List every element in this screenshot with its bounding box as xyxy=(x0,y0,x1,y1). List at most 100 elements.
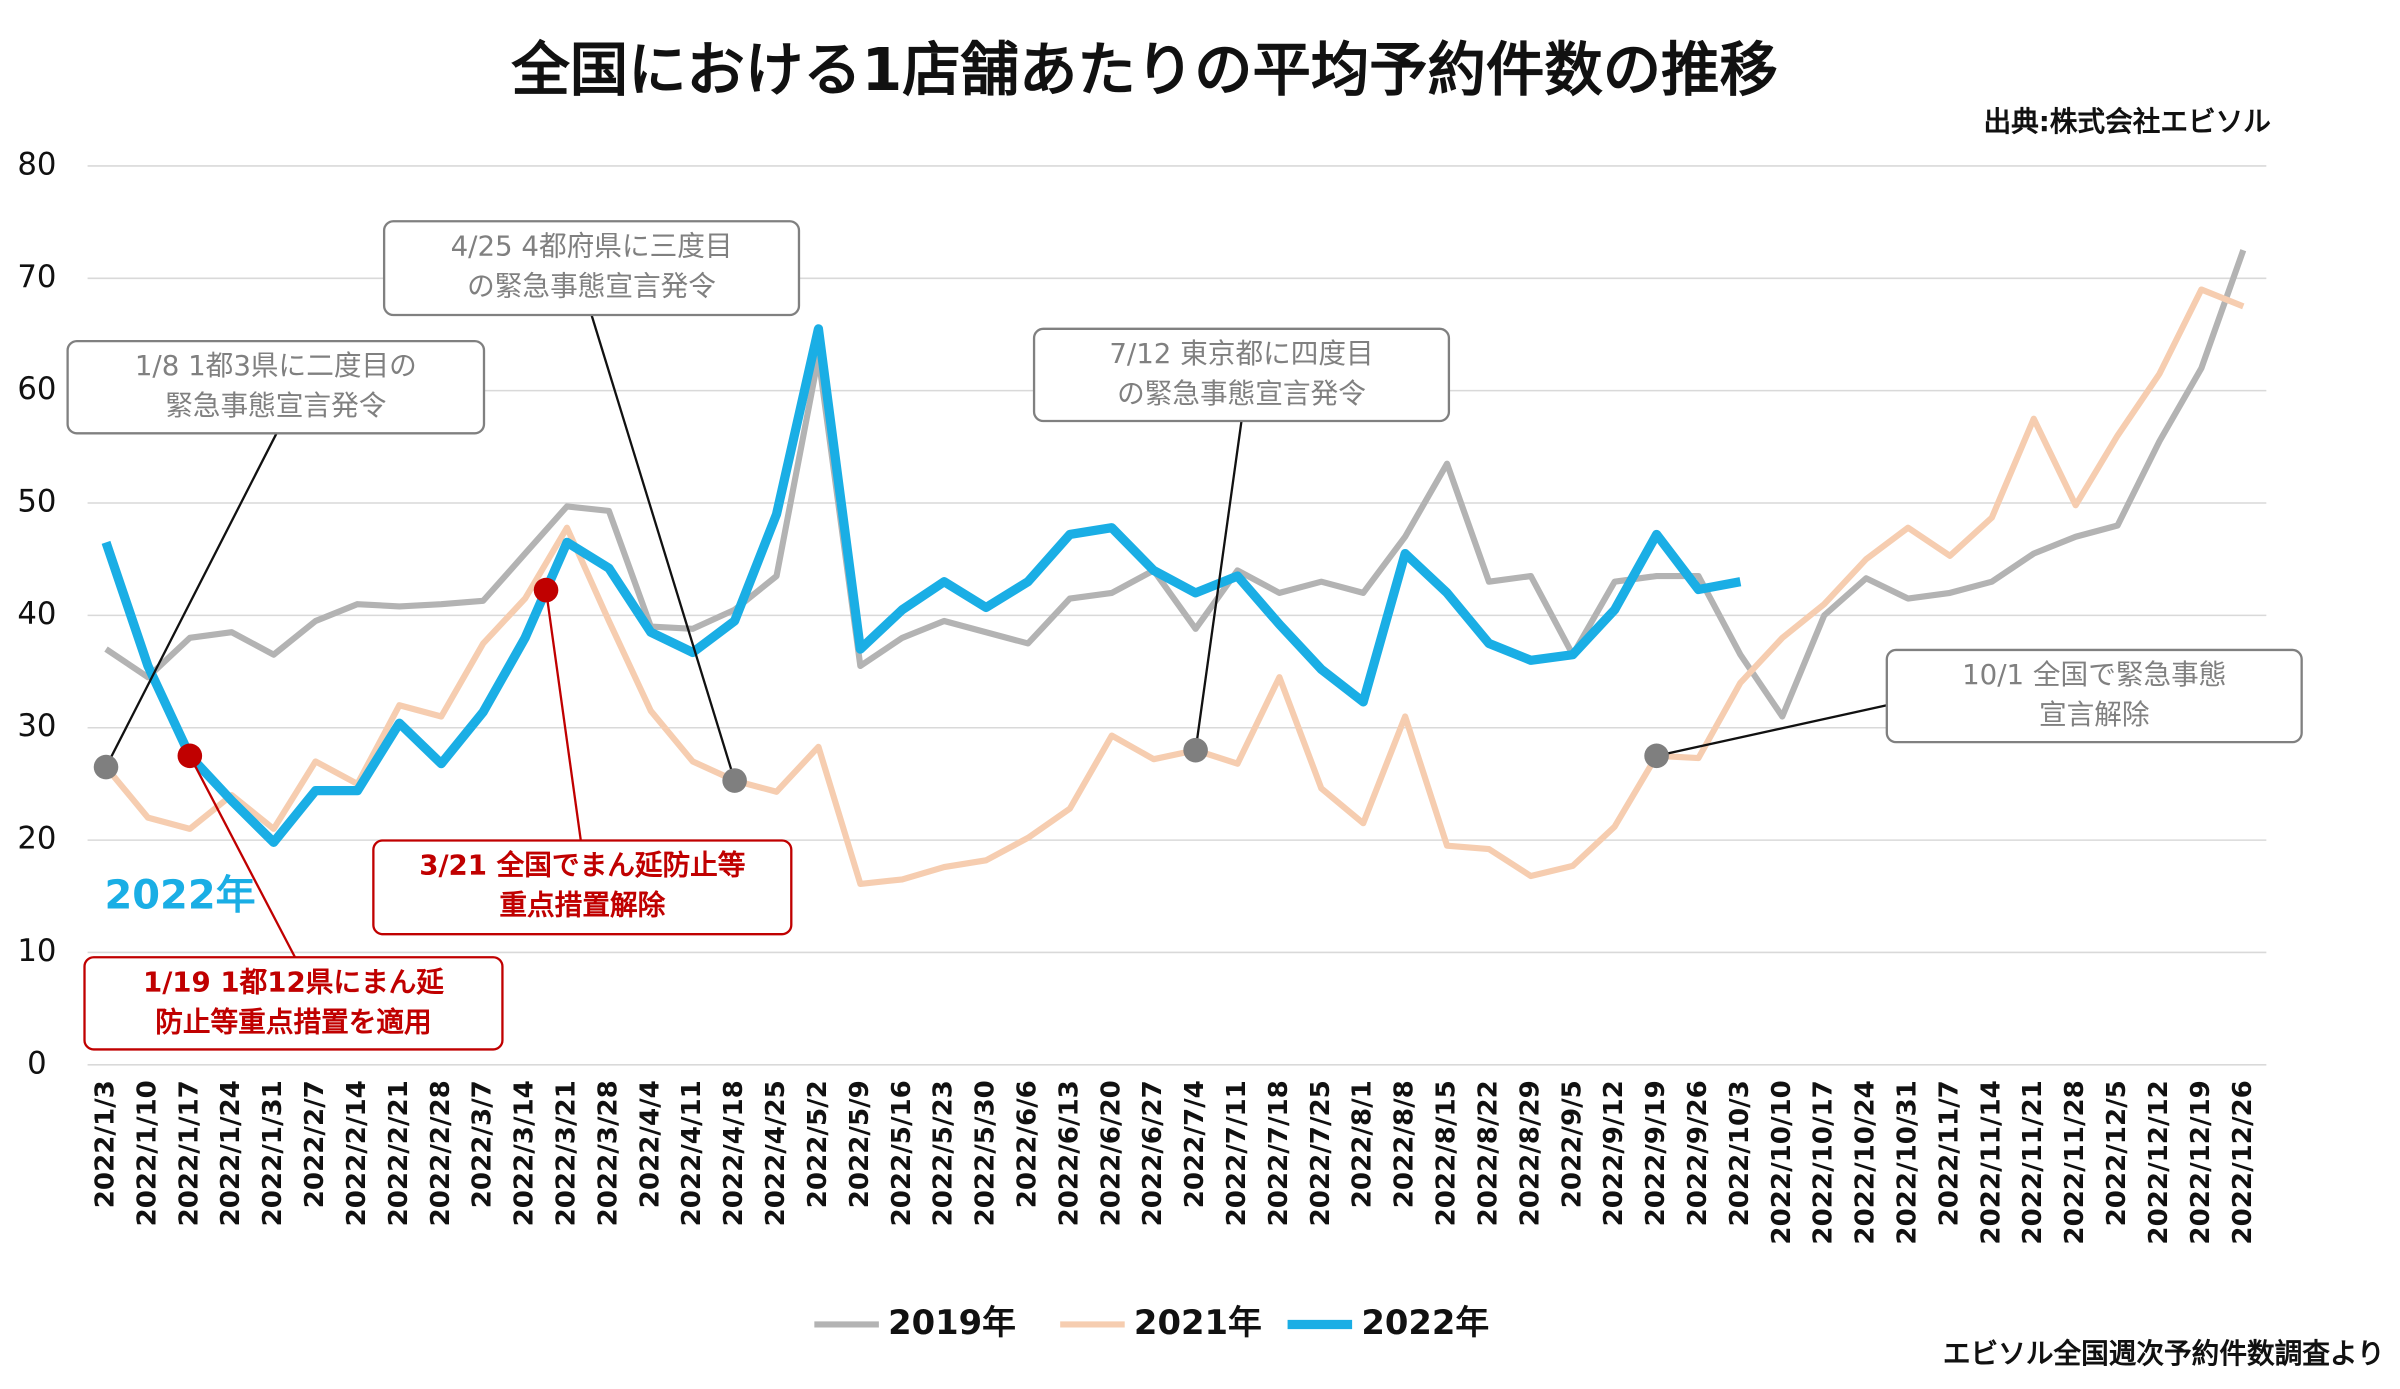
x-tick-label: 2022/3/21 xyxy=(551,1080,581,1226)
x-tick-label: 2022/11/7 xyxy=(1934,1080,1964,1226)
x-tick-label: 2022/9/26 xyxy=(1683,1080,1713,1226)
legend-label: 2022年 xyxy=(1361,1303,1489,1342)
callout-text: 3/21 全国でまん延防止等 xyxy=(419,849,745,882)
x-tick-label: 2022/1/31 xyxy=(258,1080,288,1226)
y-tick-label: 20 xyxy=(17,821,56,857)
x-tick-label: 2022/2/28 xyxy=(426,1080,456,1226)
event-dot xyxy=(1183,737,1208,763)
x-tick-label: 2022/3/7 xyxy=(468,1080,498,1208)
callout-box xyxy=(382,220,801,317)
event-dot xyxy=(177,743,203,769)
legend-label: 2019年 xyxy=(888,1303,1016,1342)
x-tick-label: 2022/11/14 xyxy=(1976,1080,2006,1244)
callout-box xyxy=(1032,327,1451,423)
callout-text: の緊急事態宣言発令 xyxy=(467,269,716,302)
x-tick-label: 2022/6/6 xyxy=(1012,1080,1042,1208)
callout-text: 10/1 全国で緊急事態 xyxy=(1962,658,2226,691)
callout-box xyxy=(83,956,504,1051)
callout-text: 1/8 1都3県に二度目の xyxy=(135,349,417,382)
x-tick-label: 2022/8/8 xyxy=(1390,1080,1420,1208)
x-tick-label: 2022/10/3 xyxy=(1725,1080,1755,1226)
x-tick-label: 2022/1/3 xyxy=(91,1080,121,1208)
x-tick-label: 2022/12/19 xyxy=(2186,1080,2216,1244)
x-tick-label: 2022/10/10 xyxy=(1767,1080,1797,1244)
x-tick-label: 2022/10/17 xyxy=(1809,1080,1839,1244)
x-tick-label: 2022/11/21 xyxy=(2018,1080,2048,1244)
callout-text: 防止等重点措置を適用 xyxy=(155,1005,431,1038)
callout-text: 4/25 4都府県に三度目 xyxy=(451,229,733,262)
series-line xyxy=(104,249,2247,720)
x-tick-label: 2022/5/2 xyxy=(803,1080,833,1208)
x-tick-label: 2022/6/20 xyxy=(1096,1080,1126,1226)
x-tick-label: 2022/6/13 xyxy=(1054,1080,1084,1226)
x-tick-label: 2022/10/31 xyxy=(1893,1080,1923,1244)
x-tick-label: 2022/2/21 xyxy=(384,1080,414,1226)
x-tick-label: 2022/12/12 xyxy=(2144,1080,2174,1244)
callout-text: 1/19 1都12県にまん延 xyxy=(143,965,444,998)
x-tick-label: 2022/5/16 xyxy=(887,1080,917,1226)
x-tick-label: 2022/11/28 xyxy=(2060,1080,2090,1244)
x-tick-label: 2022/9/5 xyxy=(1557,1080,1587,1208)
source: 出典:株式会社エビソル xyxy=(1983,105,2270,138)
x-tick-label: 2022/4/11 xyxy=(677,1080,707,1226)
callout-box xyxy=(1885,648,2303,744)
x-tick-label: 2022/8/22 xyxy=(1473,1080,1503,1226)
callout-box xyxy=(372,839,793,936)
y-tick-label: 30 xyxy=(17,708,56,744)
y-tick-label: 60 xyxy=(17,371,56,407)
event-dot xyxy=(722,768,747,793)
x-tick-label: 2022/8/29 xyxy=(1515,1080,1545,1226)
x-tick-label: 2022/6/27 xyxy=(1138,1080,1168,1226)
callout-text: 宣言解除 xyxy=(2039,698,2150,731)
x-tick-label: 2022/10/24 xyxy=(1851,1080,1881,1244)
y-tick-label: 10 xyxy=(17,933,56,969)
chart-title: 全国における1店舗あたりの平均予約件数の推移 xyxy=(510,36,1778,104)
x-tick-label: 2022/5/9 xyxy=(845,1080,875,1208)
y-tick-label: 70 xyxy=(17,259,56,295)
leader-line xyxy=(590,314,736,781)
leader-line xyxy=(188,755,297,958)
event-dot xyxy=(93,754,119,780)
x-tick-label: 2022/5/30 xyxy=(971,1080,1001,1226)
callout-text: 重点措置解除 xyxy=(499,889,665,922)
x-tick-label: 2022/4/25 xyxy=(761,1080,791,1226)
x-tick-label: 2022/3/28 xyxy=(593,1080,623,1226)
series-label: 2022年 xyxy=(104,872,255,918)
x-tick-label: 2022/1/17 xyxy=(174,1080,204,1226)
x-tick-label: 2022/2/7 xyxy=(300,1080,330,1208)
x-tick-label: 2022/8/15 xyxy=(1432,1080,1462,1226)
x-tick-label: 2022/2/14 xyxy=(342,1080,372,1226)
event-dot xyxy=(1644,743,1669,769)
x-tick-label: 2022/1/10 xyxy=(132,1080,162,1226)
y-tick-label: 40 xyxy=(17,596,56,632)
y-tick-label: 0 xyxy=(27,1045,47,1081)
leader-line xyxy=(1656,704,1888,757)
series-line xyxy=(103,286,2245,887)
x-tick-label: 2022/3/14 xyxy=(510,1080,540,1226)
x-tick-label: 2022/9/12 xyxy=(1599,1080,1629,1226)
footnote: エビソル全国週次予約件数調査より xyxy=(1943,1337,2385,1370)
x-tick-label: 2022/12/26 xyxy=(2228,1080,2258,1244)
y-tick-label: 80 xyxy=(17,146,56,182)
callout-text: 7/12 東京都に四度目 xyxy=(1109,337,1373,370)
x-tick-label: 2022/7/25 xyxy=(1306,1080,1336,1226)
x-tick-label: 2022/7/11 xyxy=(1222,1080,1252,1226)
callout-text: 緊急事態宣言発令 xyxy=(165,389,386,422)
x-tick-label: 2022/8/1 xyxy=(1348,1080,1378,1208)
leader-line xyxy=(1194,420,1243,751)
callout-box xyxy=(66,339,486,435)
leader-line xyxy=(104,432,278,768)
x-tick-label: 2022/5/23 xyxy=(929,1080,959,1226)
x-tick-label: 2022/12/5 xyxy=(2102,1080,2132,1226)
y-tick-label: 50 xyxy=(17,484,56,520)
x-tick-label: 2022/4/4 xyxy=(635,1080,665,1208)
x-tick-label: 2022/1/24 xyxy=(216,1080,246,1226)
legend-label: 2021年 xyxy=(1134,1303,1262,1342)
leader-line xyxy=(544,589,582,841)
x-tick-label: 2022/7/18 xyxy=(1264,1080,1294,1226)
series-line xyxy=(101,324,1742,847)
callout-text: の緊急事態宣言発令 xyxy=(1117,377,1366,410)
x-tick-label: 2022/9/19 xyxy=(1641,1080,1671,1226)
event-dot xyxy=(533,577,559,603)
